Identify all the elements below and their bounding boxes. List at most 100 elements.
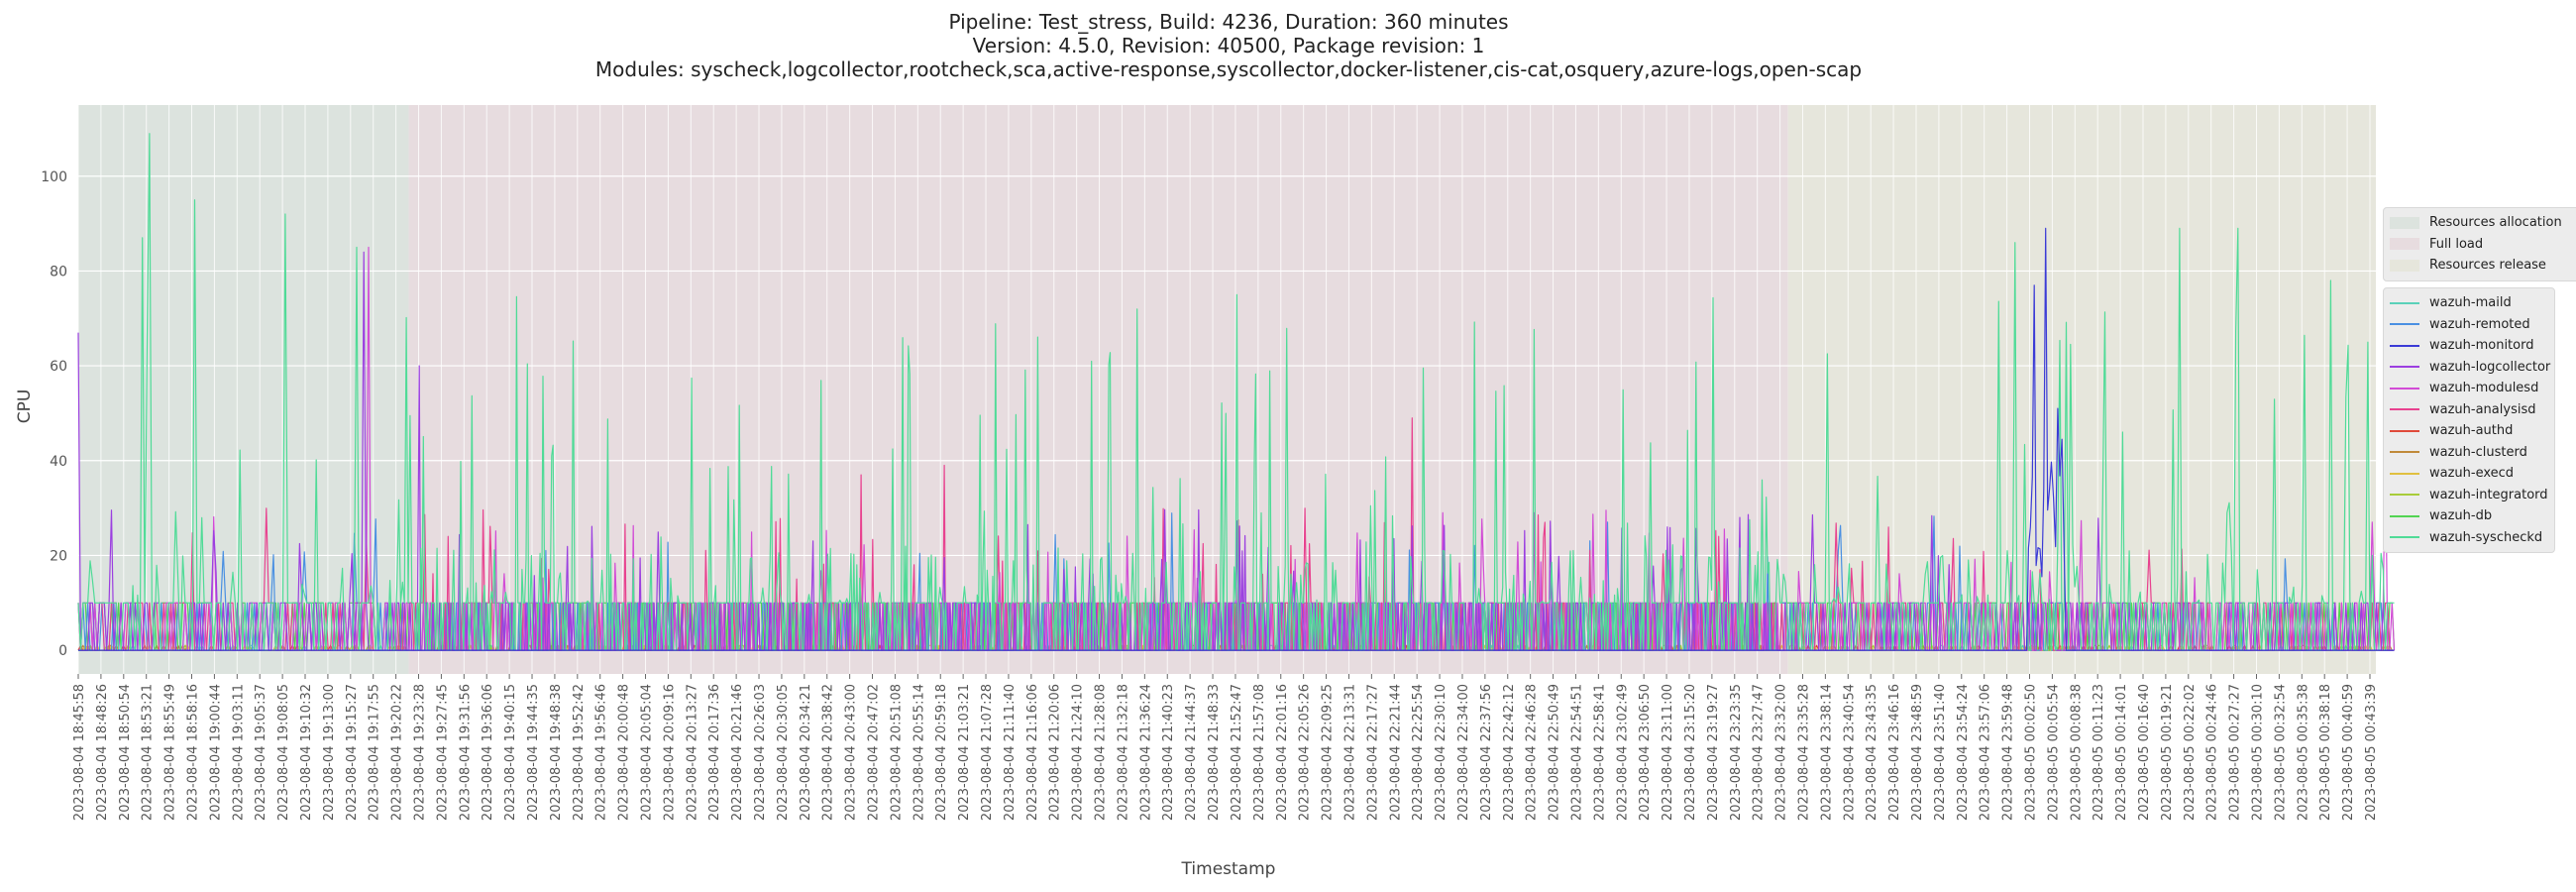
series-legend-label: wazuh-authd: [2429, 423, 2514, 439]
y-tick-label-2: 40: [50, 454, 67, 470]
x-tick-label-26: 2023-08-04 20:09:16: [662, 684, 677, 821]
series-legend-item: wazuh-logcollector: [2390, 357, 2550, 379]
x-tick-label-14: 2023-08-04 19:20:22: [390, 684, 405, 821]
x-tick-label-90: 2023-08-05 00:14:01: [2114, 684, 2129, 821]
x-tick-label-86: 2023-08-05 00:02:50: [2023, 684, 2038, 821]
series-legend-swatch: [2390, 494, 2419, 497]
x-tick-label-42: 2023-08-04 21:16:06: [1025, 684, 1040, 821]
region-legend-label: Resources release: [2429, 258, 2546, 274]
series-legend-item: wazuh-remoted: [2390, 314, 2548, 336]
series-legend-item: wazuh-maild: [2390, 292, 2548, 314]
x-tick-label-36: 2023-08-04 20:51:08: [889, 684, 904, 821]
x-tick-label-35: 2023-08-04 20:47:02: [867, 684, 882, 821]
x-tick-label-29: 2023-08-04 20:21:46: [730, 684, 745, 821]
series-legend-swatch: [2390, 408, 2419, 411]
region-legend-swatch: [2390, 259, 2419, 272]
series-legend-item: wazuh-clusterd: [2390, 442, 2548, 464]
x-tick-label-11: 2023-08-04 19:13:00: [322, 684, 337, 821]
x-tick-label-17: 2023-08-04 19:31:56: [458, 684, 473, 821]
x-tick-label-33: 2023-08-04 20:38:42: [821, 684, 836, 821]
x-tick-label-89: 2023-08-05 00:11:23: [2092, 684, 2106, 821]
title-line-3: Modules: syscheck,logcollector,rootcheck…: [594, 57, 1863, 81]
x-tick-label-28: 2023-08-04 20:17:36: [707, 684, 722, 821]
region-legend-item: Resources allocation: [2390, 212, 2574, 234]
x-tick-label-41: 2023-08-04 21:11:40: [1003, 684, 1018, 821]
x-tick-label-91: 2023-08-05 00:16:40: [2137, 684, 2152, 821]
x-tick-label-48: 2023-08-04 21:40:23: [1161, 684, 1176, 821]
x-tick-label-49: 2023-08-04 21:44:37: [1184, 684, 1199, 821]
x-tick-label-66: 2023-08-04 22:54:51: [1569, 684, 1584, 821]
series-legend-label: wazuh-maild: [2429, 295, 2512, 311]
x-tick-label-60: 2023-08-04 22:30:10: [1434, 684, 1449, 821]
region-legend-label: Resources allocation: [2429, 215, 2562, 231]
y-tick-label-1: 20: [50, 548, 67, 564]
series-legend-item: wazuh-modulesd: [2390, 378, 2548, 399]
x-tick-label-22: 2023-08-04 19:52:42: [572, 684, 587, 821]
series-legend-swatch: [2390, 536, 2419, 539]
x-tick-label-77: 2023-08-04 23:38:14: [1819, 684, 1834, 821]
series-legend-swatch: [2390, 323, 2419, 326]
region-legend: Resources allocation Full load Resources r…: [2383, 207, 2576, 281]
series-legend-swatch: [2390, 514, 2419, 517]
x-tick-label-52: 2023-08-04 21:57:08: [1252, 684, 1267, 821]
series-legend-label: wazuh-modulesd: [2429, 381, 2539, 396]
series-legend-swatch: [2390, 451, 2419, 454]
x-tick-label-79: 2023-08-04 23:43:35: [1865, 684, 1879, 821]
x-tick-label-9: 2023-08-04 19:08:05: [276, 684, 291, 821]
series-lines: [77, 133, 2396, 651]
x-tick-label-95: 2023-08-05 00:27:27: [2228, 684, 2243, 821]
x-tick-label-40: 2023-08-04 21:07:28: [980, 684, 995, 821]
series-legend-swatch: [2390, 387, 2419, 390]
x-tick-label-74: 2023-08-04 23:27:47: [1752, 684, 1767, 821]
x-tick-label-24: 2023-08-04 20:00:48: [617, 684, 632, 821]
x-tick-label-53: 2023-08-04 22:01:16: [1275, 684, 1290, 821]
x-tick-label-75: 2023-08-04 23:32:00: [1774, 684, 1789, 821]
x-tick-label-70: 2023-08-04 23:11:00: [1661, 684, 1675, 821]
x-tick-label-67: 2023-08-04 22:58:41: [1592, 684, 1607, 821]
x-tick-label-93: 2023-08-05 00:22:02: [2183, 684, 2198, 821]
x-tick-label-0: 2023-08-04 18:45:58: [72, 684, 87, 821]
x-tick-label-1: 2023-08-04 18:48:26: [95, 684, 110, 821]
x-tick-label-88: 2023-08-05 00:08:38: [2069, 684, 2084, 821]
x-tick-label-64: 2023-08-04 22:46:28: [1525, 684, 1540, 821]
series-legend-label: wazuh-syscheckd: [2429, 529, 2543, 545]
x-tick-label-23: 2023-08-04 19:56:46: [594, 684, 609, 821]
series-legend-label: wazuh-monitord: [2429, 338, 2534, 354]
x-tick-label-54: 2023-08-04 22:05:26: [1298, 684, 1313, 821]
x-tick-label-101: 2023-08-05 00:43:39: [2364, 684, 2379, 821]
x-tick-label-50: 2023-08-04 21:48:33: [1207, 684, 1222, 821]
series-legend-label: wazuh-clusterd: [2429, 444, 2527, 460]
series-legend: wazuh-maild wazuh-remoted wazuh-monitord wa…: [2383, 287, 2555, 553]
region-legend-swatch: [2390, 216, 2419, 229]
x-tick-label-12: 2023-08-04 19:15:27: [345, 684, 360, 821]
x-tick-label-20: 2023-08-04 19:44:35: [526, 684, 541, 821]
x-tick-label-2: 2023-08-04 18:50:54: [118, 684, 133, 821]
x-tick-label-94: 2023-08-05 00:24:46: [2205, 684, 2220, 821]
x-tick-label-47: 2023-08-04 21:36:24: [1138, 684, 1153, 821]
x-tick-label-46: 2023-08-04 21:32:18: [1116, 684, 1130, 821]
x-tick-label-39: 2023-08-04 21:03:21: [957, 684, 972, 821]
chart-title: Pipeline: Test_stress, Build: 4236, Dura…: [0, 10, 2457, 81]
x-tick-label-34: 2023-08-04 20:43:00: [844, 684, 859, 821]
x-tick-label-96: 2023-08-05 00:30:10: [2250, 684, 2265, 821]
x-tick-label-76: 2023-08-04 23:35:28: [1796, 684, 1811, 821]
grid-lines: [75, 105, 2376, 674]
x-tick-label-82: 2023-08-04 23:51:40: [1933, 684, 1948, 821]
x-tick-label-15: 2023-08-04 19:23:28: [413, 684, 428, 821]
x-tick-label-81: 2023-08-04 23:48:59: [1910, 684, 1925, 821]
x-tick-label-97: 2023-08-05 00:32:54: [2273, 684, 2288, 821]
x-tick-label-13: 2023-08-04 19:17:55: [368, 684, 382, 821]
x-tick-label-59: 2023-08-04 22:25:54: [1411, 684, 1426, 821]
series-legend-item: wazuh-analysisd: [2390, 399, 2548, 421]
series-legend-item: wazuh-integratord: [2390, 485, 2548, 506]
series-legend-label: wazuh-db: [2429, 508, 2493, 524]
y-tick-label-4: 80: [50, 264, 67, 279]
x-axis-ticks: 2023-08-04 18:45:58 2023-08-04 18:48:26 20…: [72, 674, 2379, 821]
x-tick-label-61: 2023-08-04 22:34:00: [1456, 684, 1471, 821]
title-line-1: Pipeline: Test_stress, Build: 4236, Dura…: [948, 10, 1509, 34]
x-tick-label-37: 2023-08-04 20:55:14: [912, 684, 926, 821]
x-tick-label-43: 2023-08-04 21:20:06: [1048, 684, 1063, 821]
x-tick-label-80: 2023-08-04 23:46:16: [1887, 684, 1902, 821]
x-tick-label-63: 2023-08-04 22:42:12: [1502, 684, 1517, 821]
y-axis-label: CPU: [15, 390, 35, 424]
